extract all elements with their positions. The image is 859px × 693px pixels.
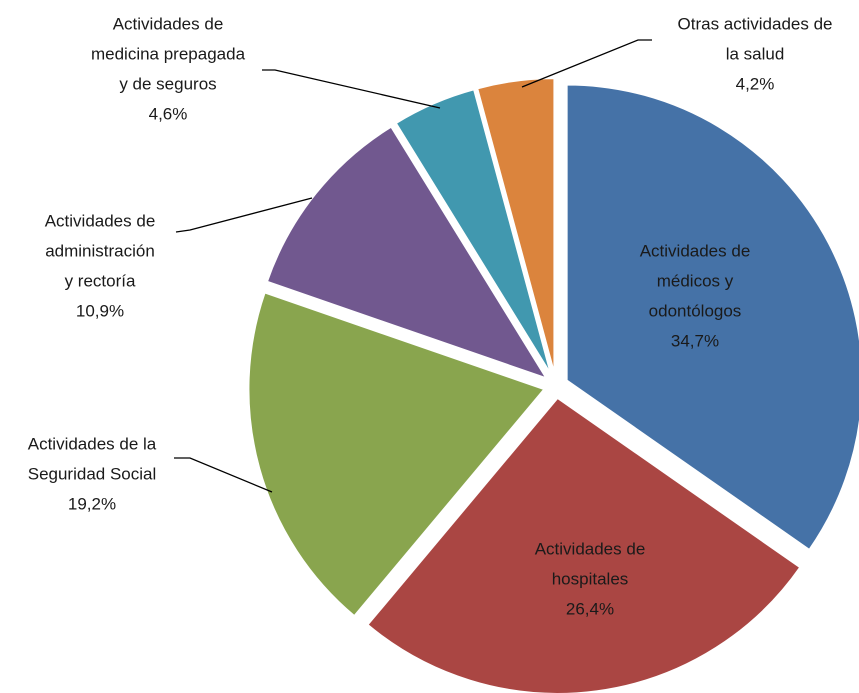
slice-label: Actividades de <box>535 539 646 558</box>
pie-slice <box>475 77 556 375</box>
slice-label: Actividades de <box>640 241 751 260</box>
slice-value-label: 10,9% <box>76 301 124 320</box>
slice-label: Otras actividades de <box>678 14 833 33</box>
slice-label: administración <box>45 241 155 260</box>
leader-line <box>175 197 313 233</box>
slice-label: Actividades de la <box>28 434 157 453</box>
slice-label: Actividades de <box>113 14 224 33</box>
slice-label: Seguridad Social <box>28 464 157 483</box>
leader-line <box>262 69 441 109</box>
slice-value-label: 4,2% <box>736 74 775 93</box>
pie-slice <box>265 125 549 381</box>
slice-label: la salud <box>726 44 785 63</box>
slice-value-label: 19,2% <box>68 494 116 513</box>
slice-value-label: 4,6% <box>149 104 188 123</box>
pie-slice <box>247 291 547 618</box>
slice-label: y rectoría <box>65 271 136 290</box>
leader-line <box>174 457 273 493</box>
pie-slice <box>366 396 802 693</box>
pie-slice <box>565 83 859 552</box>
pie-slice <box>394 88 553 376</box>
slice-label: hospitales <box>552 569 629 588</box>
slice-value-label: 26,4% <box>566 599 614 618</box>
slice-value-label: 34,7% <box>671 331 719 350</box>
slice-label: medicina prepagada <box>91 44 246 63</box>
slice-label: y de seguros <box>119 74 216 93</box>
slice-label: médicos y <box>657 271 734 290</box>
slice-label: Actividades de <box>45 211 156 230</box>
slice-label: odontólogos <box>649 301 742 320</box>
leader-line <box>521 39 652 88</box>
